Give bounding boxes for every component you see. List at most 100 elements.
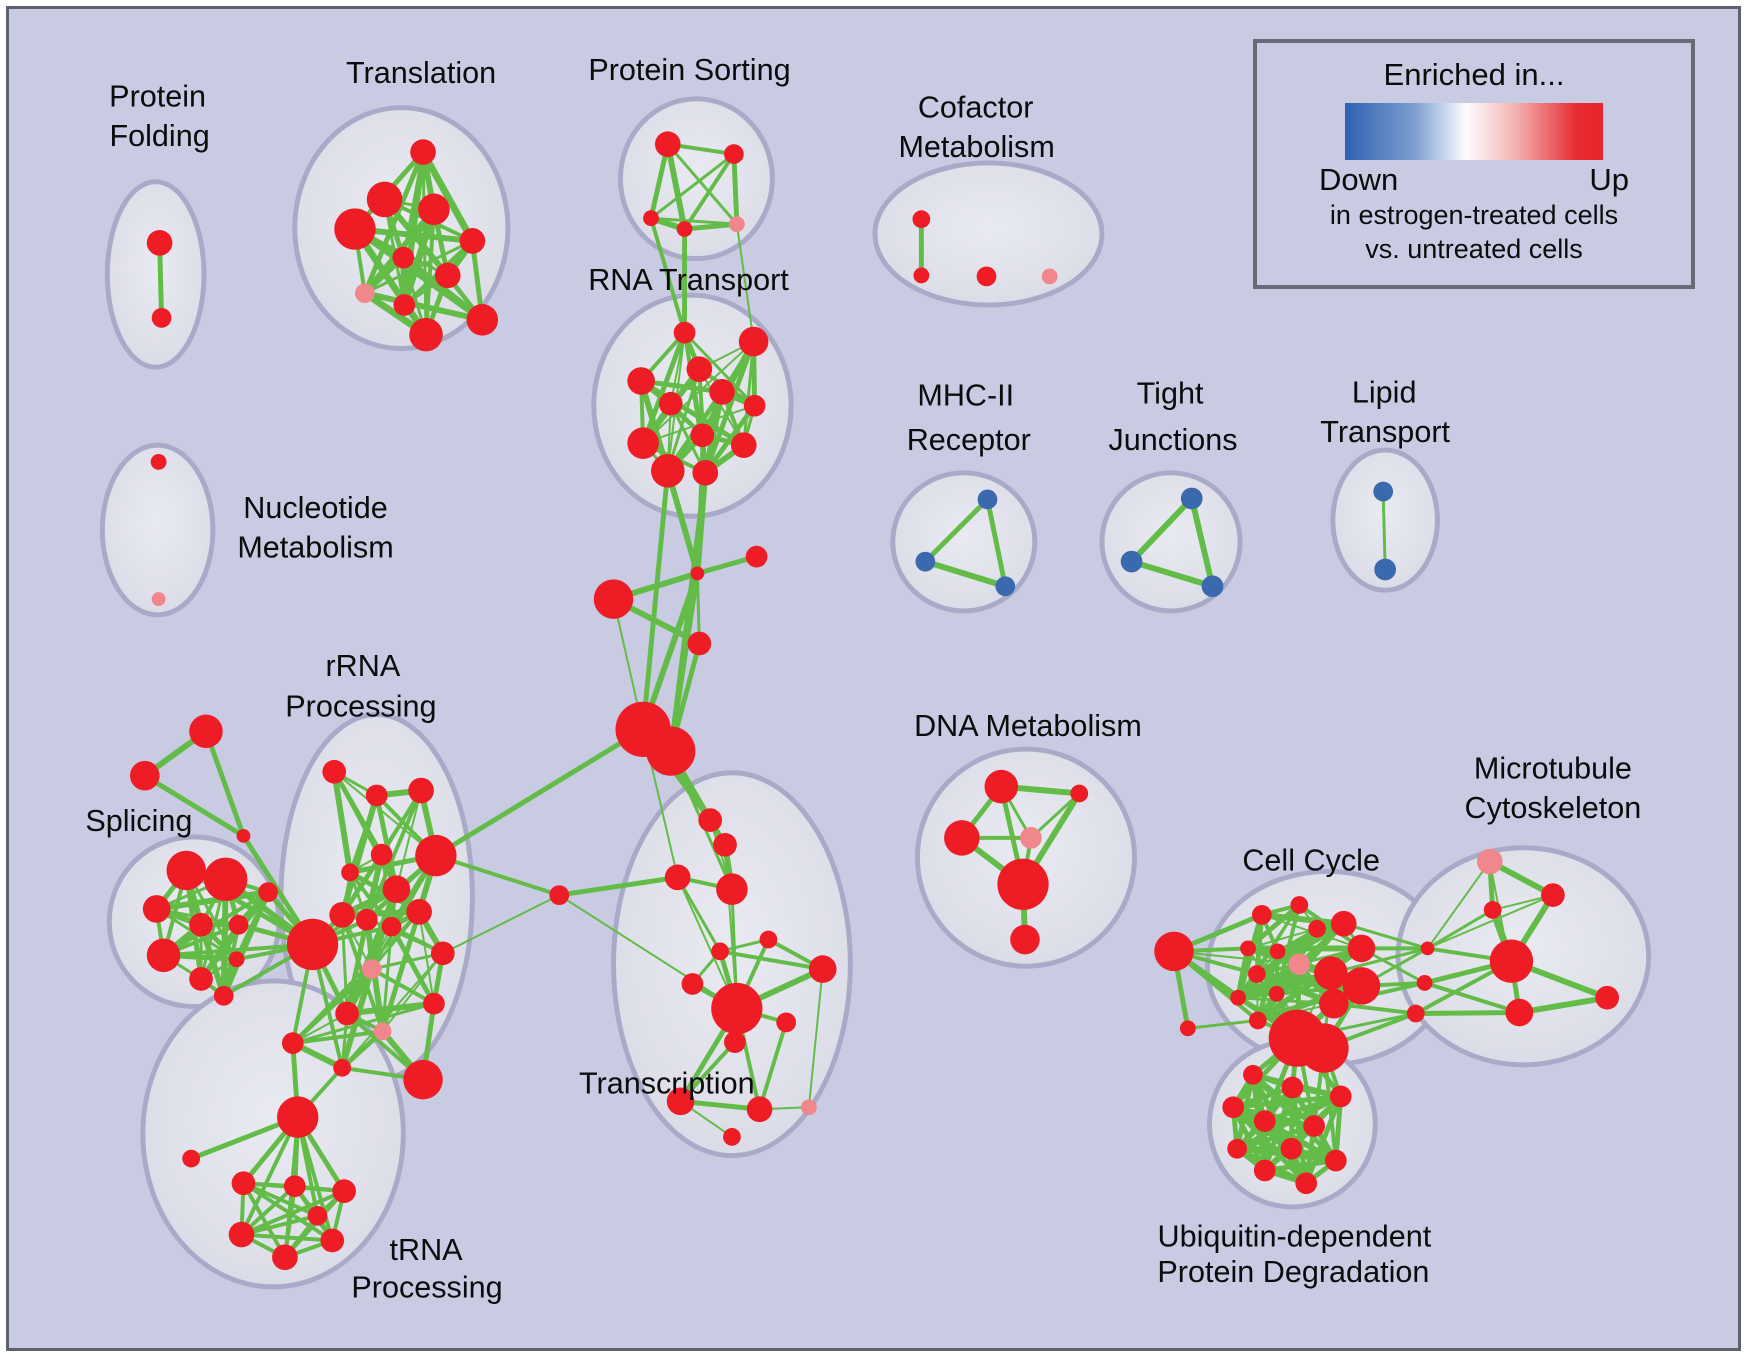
gene-set-node[interactable] — [1476, 848, 1503, 875]
gene-set-node[interactable] — [1420, 941, 1435, 956]
gene-set-node[interactable] — [366, 181, 403, 218]
gene-set-node[interactable] — [258, 882, 279, 903]
gene-set-node[interactable] — [711, 942, 729, 961]
gene-set-node[interactable] — [355, 908, 378, 931]
gene-set-node[interactable] — [418, 193, 450, 226]
gene-set-node[interactable] — [713, 832, 737, 857]
gene-set-node[interactable] — [182, 1149, 201, 1168]
gene-set-node[interactable] — [1201, 575, 1224, 598]
gene-set-node[interactable] — [1010, 924, 1040, 955]
gene-set-node[interactable] — [1280, 1137, 1303, 1160]
gene-set-node[interactable] — [272, 1244, 298, 1271]
gene-set-node[interactable] — [1416, 975, 1433, 991]
gene-set-node[interactable] — [1330, 910, 1357, 937]
gene-set-node[interactable] — [1303, 1115, 1325, 1137]
gene-set-node[interactable] — [913, 267, 930, 284]
gene-set-node[interactable] — [373, 1022, 392, 1041]
gene-set-node[interactable] — [1324, 1149, 1347, 1172]
gene-set-node[interactable] — [1269, 943, 1286, 960]
gene-set-node[interactable] — [1247, 965, 1266, 983]
gene-set-node[interactable] — [236, 829, 251, 843]
gene-set-node[interactable] — [1179, 1020, 1196, 1037]
gene-set-node[interactable] — [409, 317, 443, 352]
gene-set-node[interactable] — [995, 576, 1016, 597]
gene-set-node[interactable] — [676, 221, 693, 237]
gene-set-node[interactable] — [743, 394, 766, 417]
gene-set-node[interactable] — [723, 1127, 741, 1146]
gene-set-node[interactable] — [1342, 967, 1381, 1005]
gene-set-node[interactable] — [329, 902, 355, 928]
gene-set-node[interactable] — [1041, 268, 1058, 285]
gene-set-node[interactable] — [915, 551, 936, 572]
gene-set-node[interactable] — [1248, 1011, 1267, 1030]
gene-set-node[interactable] — [228, 1221, 255, 1248]
gene-set-node[interactable] — [151, 592, 166, 606]
gene-set-node[interactable] — [1347, 934, 1376, 963]
gene-set-node[interactable] — [334, 208, 376, 250]
gene-set-node[interactable] — [687, 631, 712, 656]
gene-set-node[interactable] — [189, 912, 213, 937]
gene-set-node[interactable] — [142, 895, 171, 923]
gene-set-node[interactable] — [146, 230, 173, 256]
gene-set-node[interactable] — [382, 875, 411, 904]
gene-set-node[interactable] — [643, 210, 659, 227]
gene-set-node[interactable] — [150, 454, 167, 470]
gene-set-node[interactable] — [730, 432, 757, 458]
gene-set-node[interactable] — [716, 873, 748, 905]
gene-set-node[interactable] — [1268, 985, 1285, 1002]
gene-set-node[interactable] — [997, 858, 1049, 910]
gene-set-node[interactable] — [335, 1001, 359, 1026]
gene-set-node[interactable] — [286, 918, 339, 971]
gene-set-node[interactable] — [1120, 550, 1143, 573]
gene-set-node[interactable] — [166, 850, 206, 891]
gene-set-node[interactable] — [690, 423, 715, 448]
gene-set-node[interactable] — [724, 1031, 746, 1053]
gene-set-node[interactable] — [976, 266, 997, 287]
gene-set-node[interactable] — [627, 427, 659, 459]
gene-set-node[interactable] — [466, 304, 499, 336]
gene-set-node[interactable] — [1373, 481, 1394, 502]
gene-set-node[interactable] — [646, 726, 696, 776]
gene-set-node[interactable] — [1253, 1159, 1276, 1182]
gene-set-node[interactable] — [307, 1205, 328, 1226]
gene-set-node[interactable] — [1595, 985, 1620, 1010]
gene-set-node[interactable] — [728, 216, 745, 233]
gene-set-node[interactable] — [1541, 883, 1565, 907]
gene-set-node[interactable] — [1319, 988, 1349, 1019]
gene-set-node[interactable] — [322, 759, 347, 784]
gene-set-node[interactable] — [746, 1096, 773, 1123]
gene-set-node[interactable] — [423, 992, 445, 1015]
gene-set-node[interactable] — [1230, 989, 1247, 1006]
gene-set-node[interactable] — [711, 982, 763, 1035]
gene-set-node[interactable] — [1299, 1023, 1349, 1073]
gene-set-node[interactable] — [146, 938, 181, 973]
gene-set-node[interactable] — [1295, 1172, 1318, 1195]
gene-set-node[interactable] — [333, 1058, 352, 1077]
gene-set-node[interactable] — [1290, 896, 1309, 914]
gene-set-node[interactable] — [370, 843, 393, 866]
gene-set-node[interactable] — [1251, 904, 1272, 925]
gene-set-node[interactable] — [129, 760, 160, 791]
gene-set-node[interactable] — [365, 784, 388, 807]
gene-set-node[interactable] — [1406, 1004, 1425, 1023]
gene-set-node[interactable] — [1374, 558, 1397, 581]
gene-set-node[interactable] — [1070, 784, 1089, 803]
gene-set-node[interactable] — [698, 808, 723, 832]
gene-set-node[interactable] — [800, 1099, 817, 1116]
gene-set-node[interactable] — [912, 210, 931, 229]
gene-set-node[interactable] — [1154, 931, 1194, 972]
gene-set-node[interactable] — [228, 951, 245, 968]
gene-set-node[interactable] — [393, 294, 416, 316]
gene-set-node[interactable] — [1240, 940, 1256, 957]
gene-set-node[interactable] — [231, 1171, 256, 1196]
gene-set-node[interactable] — [1288, 953, 1311, 976]
gene-set-node[interactable] — [281, 1032, 304, 1054]
gene-set-node[interactable] — [651, 454, 685, 488]
gene-set-node[interactable] — [549, 885, 570, 905]
gene-set-node[interactable] — [944, 820, 980, 856]
gene-set-node[interactable] — [320, 1228, 345, 1253]
gene-set-node[interactable] — [690, 566, 705, 581]
gene-set-node[interactable] — [354, 283, 375, 304]
gene-set-node[interactable] — [692, 459, 719, 486]
gene-set-node[interactable] — [1483, 901, 1502, 919]
